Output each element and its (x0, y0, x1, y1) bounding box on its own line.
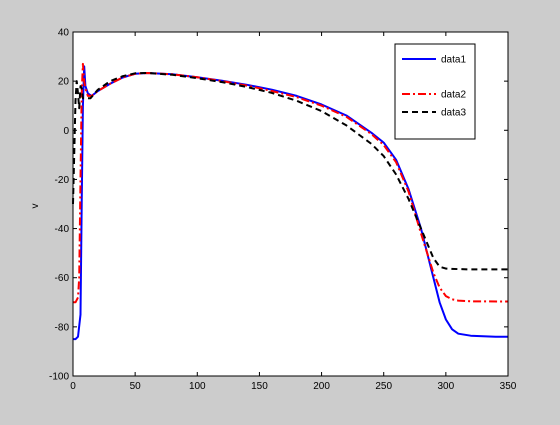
legend-label: data3 (441, 108, 466, 119)
y-tick-label: -80 (55, 322, 70, 333)
legend-label: data1 (441, 55, 466, 66)
y-tick-label: -20 (55, 175, 70, 186)
axes-box (72, 31, 509, 377)
y-tick-label: -60 (55, 273, 70, 284)
x-tick-label: 50 (130, 381, 142, 392)
y-tick-label: 0 (63, 126, 69, 137)
y-tick-label: 40 (58, 28, 70, 39)
legend: data1 data2 data3 (394, 43, 476, 140)
legend-label: data2 (441, 90, 466, 101)
x-tick-label: 300 (438, 381, 455, 392)
y-tick-label: -40 (55, 224, 70, 235)
series-line-data3 (72, 72, 508, 271)
x-tick-label: 0 (70, 381, 76, 392)
series-layer (72, 62, 509, 341)
y-tick-label: -100 (49, 372, 69, 383)
y-axis-label: v (30, 204, 41, 209)
series-line-data2 (73, 62, 509, 304)
tick-layer: 0 50 100 150 200 250 300 350 -100 -80 -60 -40 -20 0 20… (49, 28, 517, 393)
x-tick-label: 250 (375, 381, 392, 392)
x-tick-label: 350 (500, 381, 517, 392)
y-tick-label: 20 (58, 77, 70, 88)
x-tick-label: 100 (189, 381, 206, 392)
x-tick-label: 200 (313, 381, 330, 392)
x-tick-label: 150 (251, 381, 268, 392)
